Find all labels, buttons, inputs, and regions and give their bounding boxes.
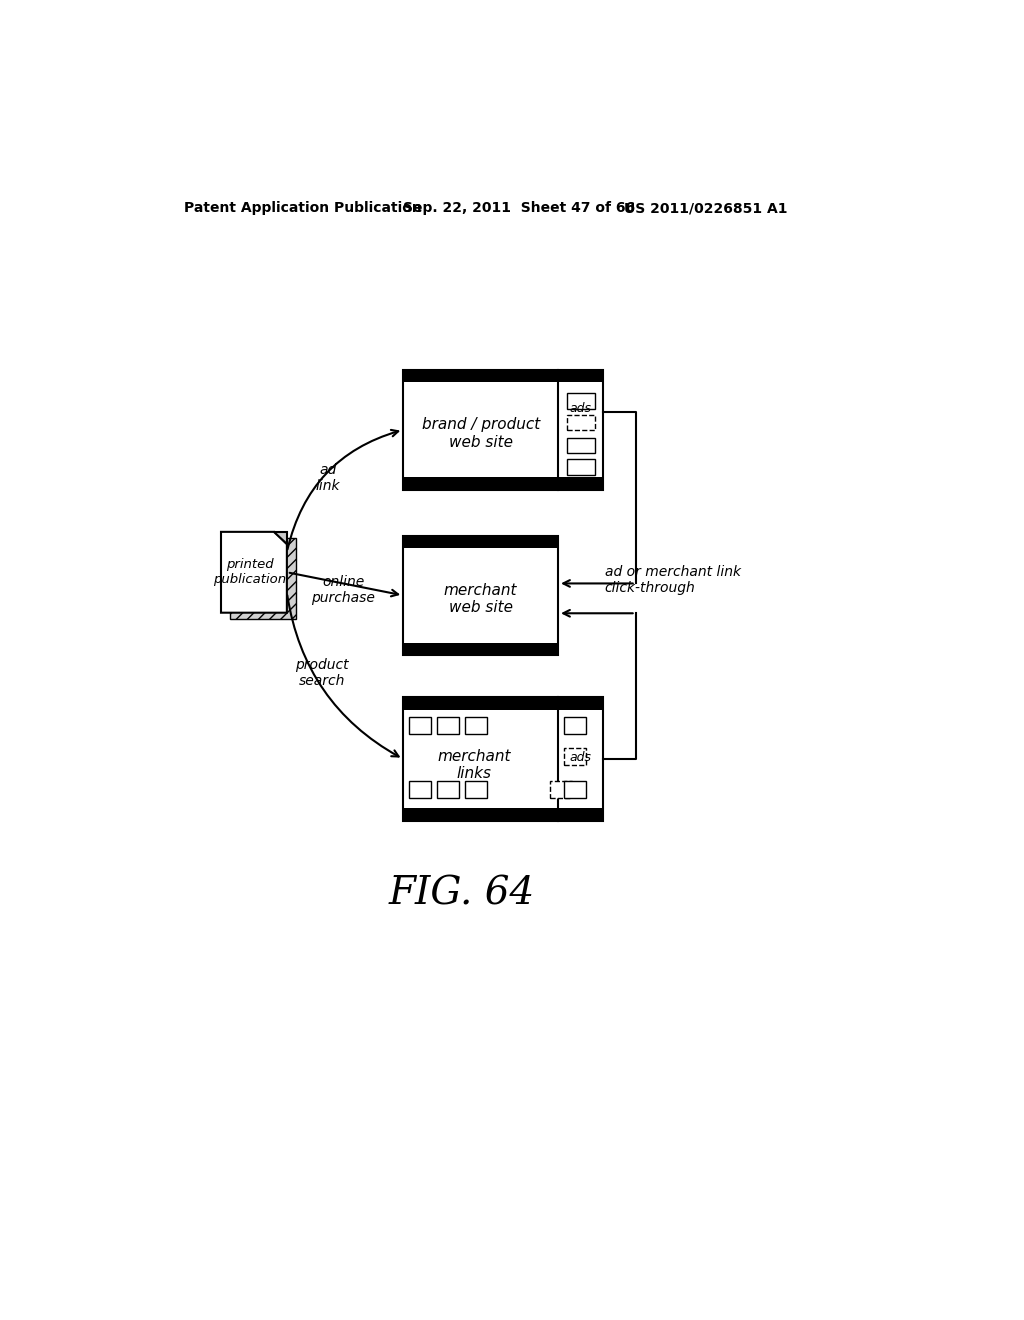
Text: product
search: product search [295, 657, 348, 688]
Bar [550, 780, 572, 797]
Text: brand / product
web site: brand / product web site [422, 417, 540, 450]
Bar [403, 697, 603, 821]
Bar [403, 808, 603, 821]
Bar [403, 697, 603, 710]
Bar [410, 718, 431, 734]
Bar [564, 780, 586, 797]
Text: US 2011/0226851 A1: US 2011/0226851 A1 [624, 202, 787, 215]
Bar [403, 370, 603, 383]
Text: Sep. 22, 2011  Sheet 47 of 66: Sep. 22, 2011 Sheet 47 of 66 [403, 202, 635, 215]
Bar [566, 414, 595, 430]
Polygon shape [221, 532, 287, 612]
Bar [566, 459, 595, 475]
Bar [403, 697, 603, 821]
Bar [403, 643, 558, 655]
Bar [403, 370, 603, 490]
Polygon shape [274, 532, 287, 544]
Text: ad
link: ad link [315, 463, 340, 494]
Text: merchant
links: merchant links [437, 748, 511, 781]
Bar [465, 718, 486, 734]
Bar [403, 477, 603, 490]
Bar [566, 393, 595, 409]
Bar [564, 748, 586, 766]
Text: ads: ads [569, 751, 592, 764]
Text: Patent Application Publication: Patent Application Publication [183, 202, 422, 215]
Bar [564, 718, 586, 734]
Bar [437, 780, 459, 797]
Bar [465, 780, 486, 797]
Bar [410, 780, 431, 797]
Bar [403, 536, 558, 655]
Bar [403, 536, 558, 655]
Bar [403, 370, 603, 490]
Text: online
purchase: online purchase [311, 574, 376, 605]
Text: FIG. 64: FIG. 64 [388, 875, 535, 912]
Text: ads: ads [569, 403, 592, 416]
Text: merchant
web site: merchant web site [443, 583, 517, 615]
Bar [437, 718, 459, 734]
Bar [566, 438, 595, 453]
Bar [403, 536, 558, 548]
Bar [230, 539, 296, 619]
Text: ad or merchant link
click-through: ad or merchant link click-through [604, 565, 740, 595]
Text: printed
publication: printed publication [213, 558, 287, 586]
